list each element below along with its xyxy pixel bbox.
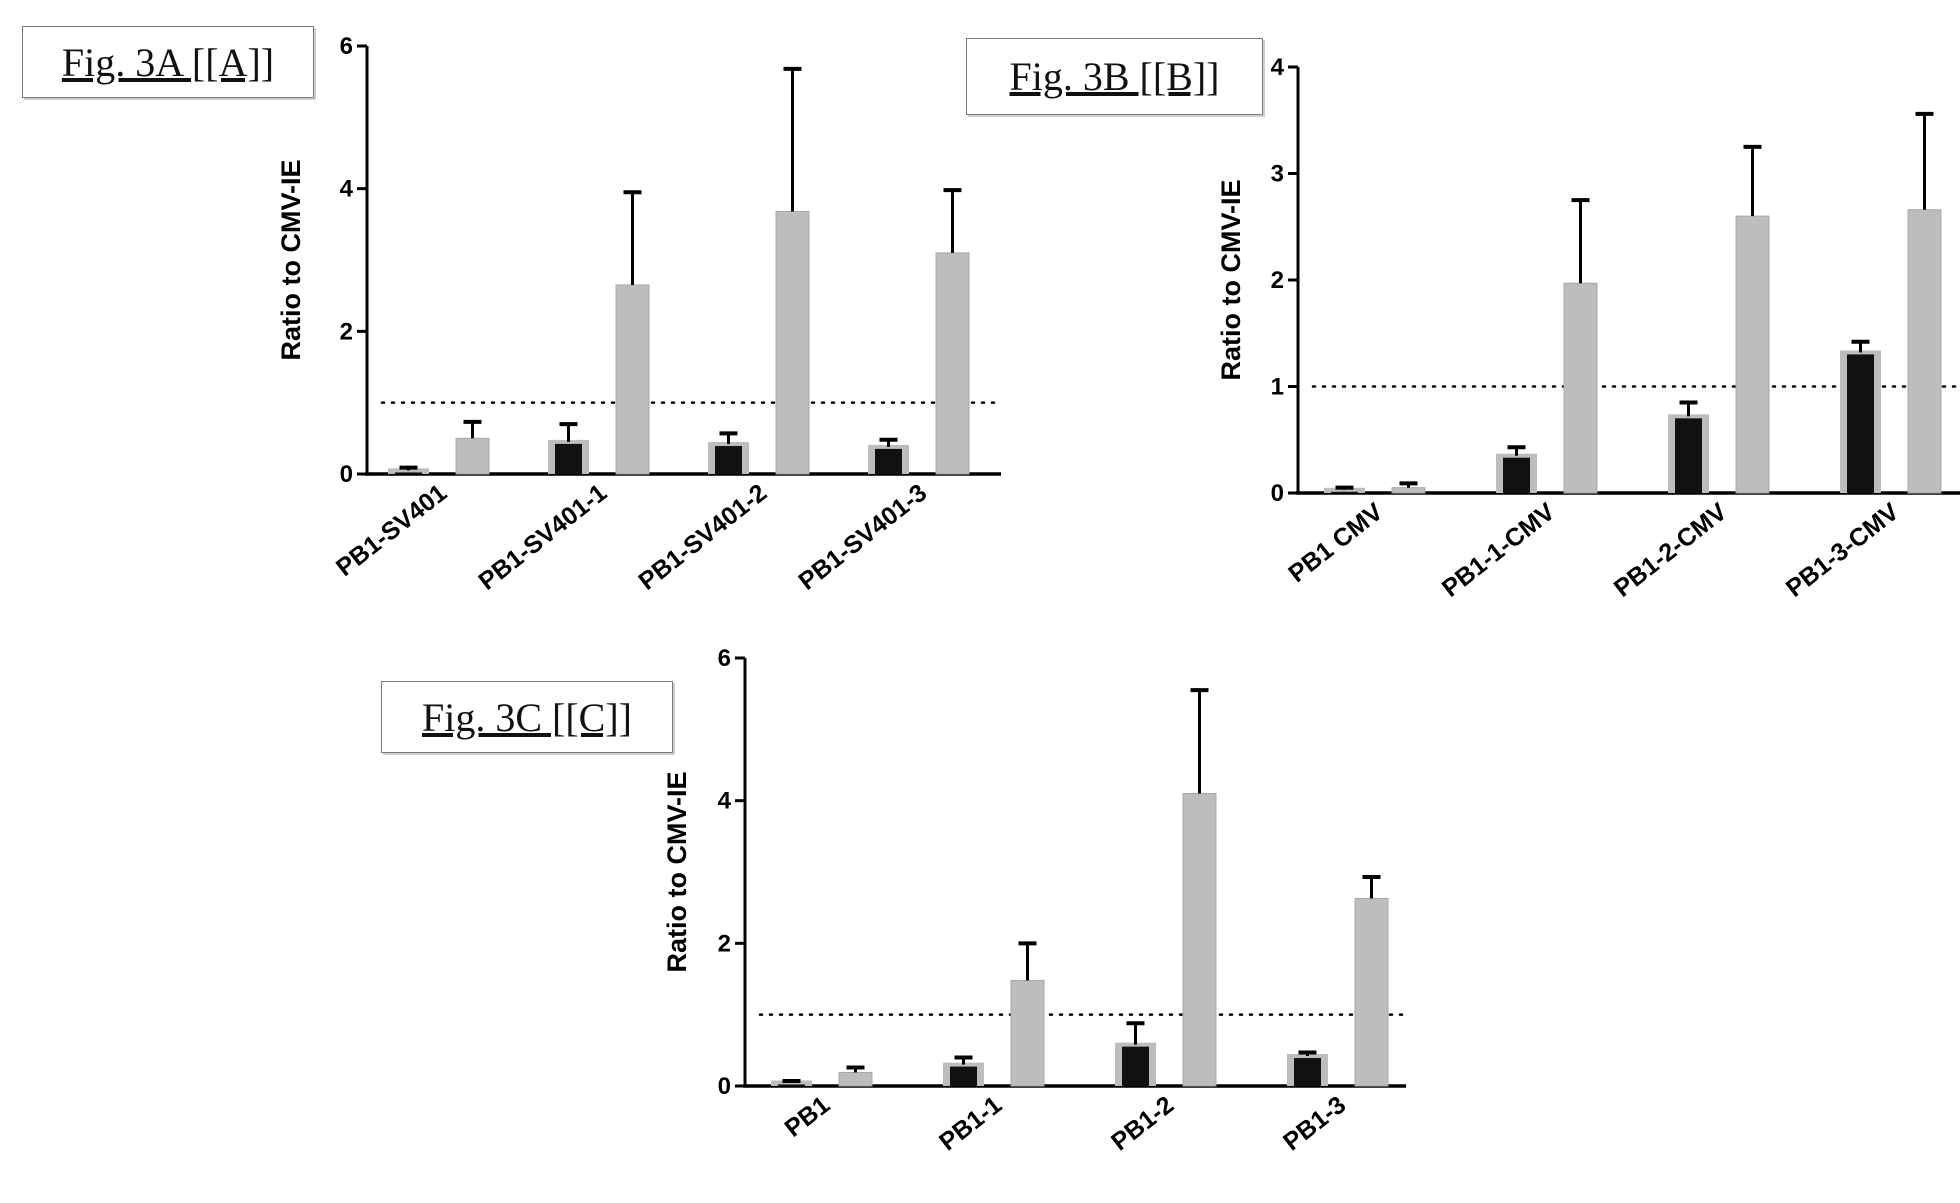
bar-light xyxy=(935,252,970,475)
x-tick-label: PB1-1 xyxy=(934,1091,1007,1157)
y-tick-label: 1 xyxy=(1271,374,1284,401)
panel-label-a: Fig. 3A [[A]] xyxy=(61,39,275,85)
bar-dark xyxy=(1294,1058,1321,1086)
bar-light xyxy=(775,210,810,475)
x-tick-label: PB1 xyxy=(780,1091,836,1143)
panel-label-c-box: Fig. 3C [[C]] xyxy=(381,681,673,753)
bar-light xyxy=(1735,215,1770,494)
panel-label-b-box: Fig. 3B [[B]] xyxy=(966,38,1263,115)
y-axis-label: Ratio to CMV-IE xyxy=(662,772,692,973)
bar-outline xyxy=(771,1080,812,1086)
y-axis-label: Ratio to CMV-IE xyxy=(1216,180,1246,381)
bar-dark xyxy=(395,472,422,474)
bar-dark xyxy=(715,446,742,474)
x-tick-label: PB1-2 xyxy=(1106,1091,1179,1157)
bar-dark xyxy=(555,443,582,474)
bar-light xyxy=(838,1071,873,1087)
bar-dark xyxy=(875,448,902,474)
y-tick-label: 2 xyxy=(340,318,353,345)
y-tick-label: 0 xyxy=(1271,480,1284,507)
x-tick-label: PB1-3 xyxy=(1278,1091,1351,1157)
y-tick-label: 6 xyxy=(718,645,731,672)
y-tick-label: 4 xyxy=(1271,54,1285,81)
bar-dark xyxy=(1503,457,1530,493)
panel-label-b: Fig. 3B [[B]] xyxy=(1009,54,1220,99)
y-tick-label: 2 xyxy=(718,930,731,957)
y-tick-label: 2 xyxy=(1271,267,1284,294)
bar-dark xyxy=(1847,354,1874,493)
y-tick-label: 4 xyxy=(340,176,354,203)
y-tick-label: 0 xyxy=(340,461,353,488)
bar-light xyxy=(1354,897,1389,1087)
bar-light xyxy=(1907,209,1942,494)
panel-label-a-box: Fig. 3A [[A]] xyxy=(22,26,314,98)
y-tick-label: 3 xyxy=(1271,161,1284,188)
y-tick-label: 0 xyxy=(718,1073,731,1100)
y-tick-label: 6 xyxy=(340,33,353,60)
bar-dark xyxy=(1122,1046,1149,1086)
bar-dark xyxy=(1675,418,1702,493)
bar-outline xyxy=(388,468,429,474)
bar-dark xyxy=(778,1084,805,1086)
bar-light xyxy=(1182,793,1217,1087)
bar-dark xyxy=(1331,491,1358,493)
panel-label-c: Fig. 3C [[C]] xyxy=(422,694,632,740)
y-tick-label: 4 xyxy=(718,788,732,815)
bar-dark xyxy=(950,1066,977,1086)
bar-light xyxy=(615,284,650,475)
bar-outline xyxy=(1324,487,1365,493)
y-axis-label: Ratio to CMV-IE xyxy=(276,160,306,361)
bar-light xyxy=(1010,979,1045,1087)
